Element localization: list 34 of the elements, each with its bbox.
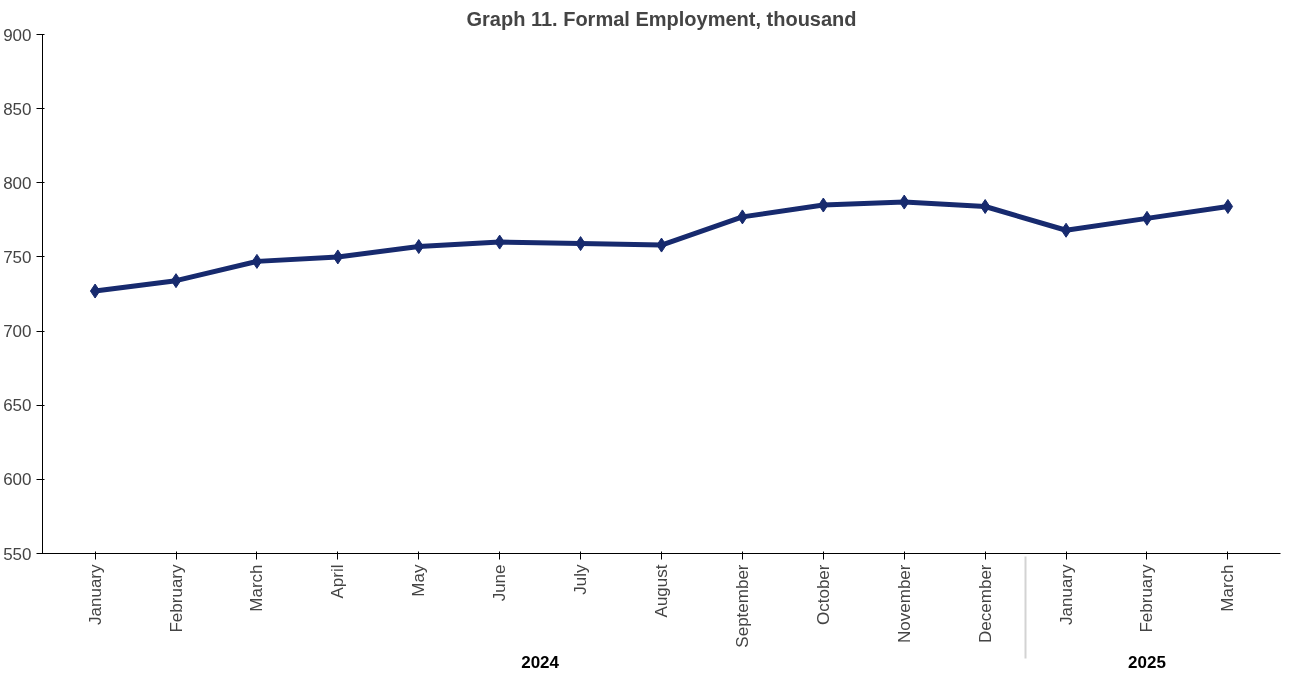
x-tick-label: February [1137,564,1157,633]
point [1222,199,1234,215]
x-tick-label: January [85,564,105,625]
x-tick-label: March [247,564,267,612]
x-tick-label: July [571,564,591,595]
point [170,273,182,289]
x-tick-label: October [813,564,833,625]
y-tick-label: 600 [3,470,32,490]
x-tick-label: January [1056,564,1076,625]
point [251,253,263,269]
point [89,283,101,299]
x-tick-label: April [328,564,348,599]
y-tick-label: 900 [3,25,32,45]
y-tick-label: 550 [3,544,32,564]
x-tick-label: June [490,564,510,602]
x-tick-label: December [975,564,995,643]
point [1141,210,1153,226]
x-tick-label: August [652,564,671,618]
point [1060,222,1072,238]
text: 2025 [1128,652,1166,672]
y-tick-label: 700 [3,322,32,342]
y-tick-label: 650 [3,396,32,416]
point [979,199,991,215]
x-tick-label: February [166,564,186,633]
text: 2024 [521,652,560,672]
chart-title: Graph 11. Formal Employment, thousand [466,7,857,30]
x-tick-label: March [1218,564,1238,612]
y-tick-label: 800 [3,173,32,193]
point [332,249,344,265]
y-tick-label: 850 [3,99,32,119]
x-tick-label: September [732,564,752,648]
x-tick-label: November [894,564,914,643]
x-tick-label: May [409,564,429,597]
y-tick-label: 750 [3,247,32,267]
